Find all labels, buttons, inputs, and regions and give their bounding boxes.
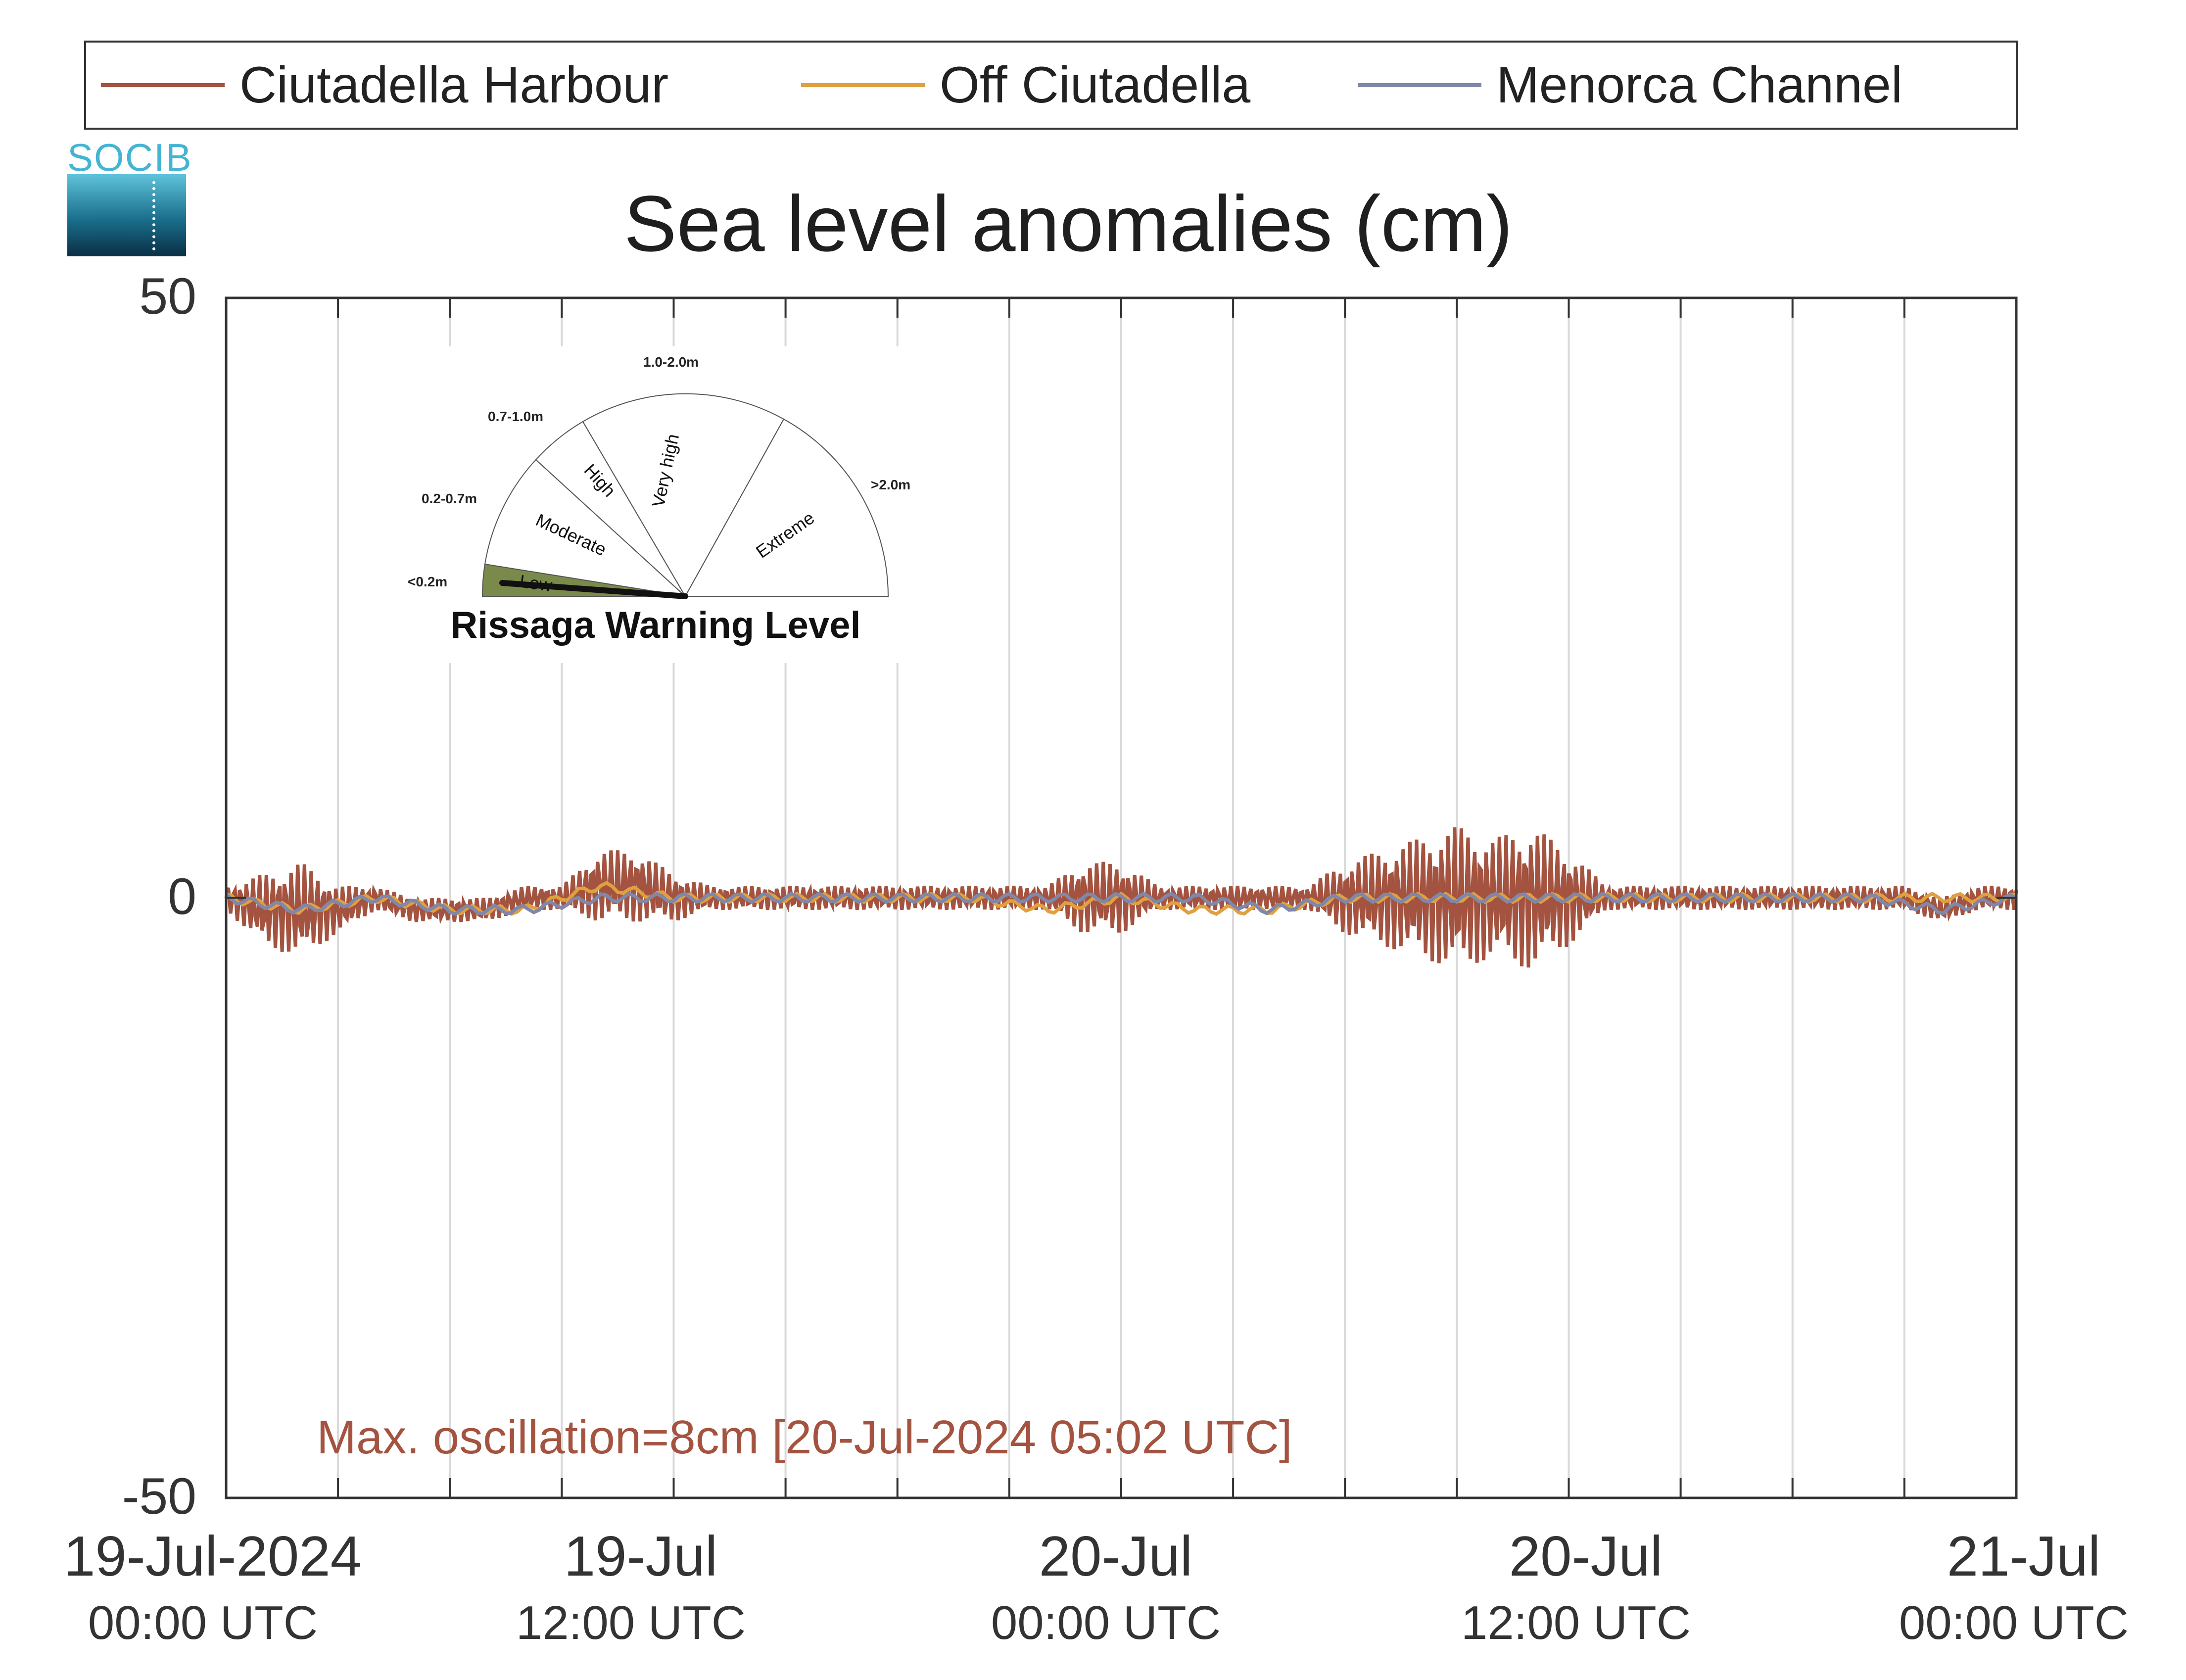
- gauge-dial-icon: [481, 393, 889, 599]
- x-tick-time-label: 12:00 UTC: [1461, 1596, 1691, 1649]
- gauge-range-low: <0.2m: [408, 574, 448, 589]
- gauge-needle: [499, 580, 688, 599]
- gauge-range-very-high: 1.0-2.0m: [643, 354, 699, 370]
- series-layer: [224, 827, 2018, 968]
- x-tick-date-label: 21-Jul: [1947, 1525, 2101, 1588]
- x-tick-time-label: 12:00 UTC: [516, 1596, 746, 1649]
- rissaga-warning-gauge: <0.2m 0.2-0.7m 0.7-1.0m 1.0-2.0m >2.0m L…: [396, 346, 930, 663]
- x-tick-time-label: 00:00 UTC: [88, 1596, 318, 1649]
- gauge-range-high: 0.7-1.0m: [488, 409, 544, 424]
- x-tick-time-label: 00:00 UTC: [1899, 1596, 2129, 1649]
- gauge-range-extreme: >2.0m: [871, 477, 911, 492]
- logo-text: SOCIB: [67, 136, 192, 179]
- page-title: Sea level anomalies (cm): [623, 179, 1513, 268]
- gauge-sector-very-high: [582, 393, 785, 598]
- gauge-sector-moderate: [484, 459, 687, 597]
- gauge-range-moderate: 0.2-0.7m: [422, 491, 477, 506]
- gauge-sector-extreme: [684, 418, 889, 597]
- x-tick-date-label: 19-Jul: [564, 1525, 718, 1588]
- socib-logo-icon: SOCIB: [67, 136, 192, 256]
- gauge-label-low: Low: [518, 571, 554, 596]
- legend-entry-off-ciutadella: Off Ciutadella: [801, 43, 1250, 128]
- max-oscillation-annotation: Max. oscillation=8cm [20-Jul-2024 05:02 …: [317, 1411, 1292, 1464]
- legend: Ciutadella Harbour Off Ciutadella Menorc…: [84, 41, 2018, 130]
- legend-swatch: [1358, 83, 1481, 87]
- x-tick-time-label: 00:00 UTC: [991, 1596, 1221, 1649]
- legend-swatch: [801, 83, 925, 87]
- y-tick-label: 50: [139, 268, 196, 325]
- y-tick-label: 0: [168, 867, 196, 925]
- series-line-menorca-channel: [225, 892, 2017, 916]
- legend-label: Ciutadella Harbour: [239, 56, 669, 114]
- legend-entry-menorca-channel: Menorca Channel: [1358, 43, 1902, 128]
- x-tick-date-label: 20-Jul: [1039, 1525, 1193, 1588]
- y-tick-label: -50: [122, 1468, 196, 1525]
- logo-dots: [152, 181, 155, 250]
- x-tick-date-label: 19-Jul-2024: [63, 1525, 362, 1588]
- x-tick-date-label: 20-Jul: [1509, 1525, 1663, 1588]
- legend-label: Menorca Channel: [1496, 56, 1902, 114]
- gauge-title: Rissaga Warning Level: [450, 604, 861, 646]
- legend-entry-ciutadella-harbour: Ciutadella Harbour: [101, 43, 668, 128]
- legend-label: Off Ciutadella: [940, 56, 1251, 114]
- legend-swatch: [101, 83, 225, 87]
- tick-layer: [225, 297, 2017, 1499]
- logo-graphic: [67, 174, 186, 256]
